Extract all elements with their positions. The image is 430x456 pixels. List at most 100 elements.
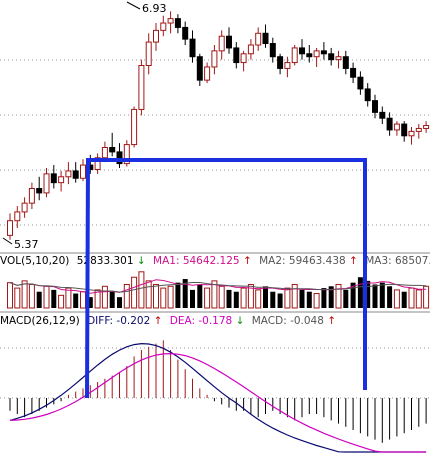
- volume-ma2-arrow: ↑: [349, 255, 358, 267]
- low-price-marker: 5.37: [2, 237, 39, 251]
- volume-ma1-arrow: ↑: [243, 255, 252, 267]
- candle-body-up: [80, 164, 86, 179]
- candle-body-down: [306, 53, 313, 58]
- volume-bar-down: [379, 282, 385, 308]
- volume-header: VOL(5,10,20) 52833.301 ↓ MA1: 54642.125 …: [0, 255, 430, 267]
- candle-body-up: [94, 157, 101, 170]
- candle-body-up: [240, 53, 247, 64]
- candle-body-down: [182, 26, 189, 40]
- volume-ma2: MA2: 59463.438: [259, 255, 346, 267]
- volume-bar-down: [197, 284, 203, 308]
- volume-bar-down: [190, 289, 195, 308]
- candle-body-down: [364, 88, 371, 102]
- candle-body-up: [101, 147, 108, 159]
- volume-bar-up: [28, 283, 35, 309]
- candle-body-up: [58, 176, 65, 184]
- candle-body-down: [379, 111, 386, 119]
- macd-value-arrow: ↑: [327, 315, 336, 327]
- candle-body-down: [357, 76, 364, 90]
- candle-body-up: [21, 202, 28, 213]
- candle-body-down: [233, 47, 240, 64]
- candle-body-up: [153, 29, 159, 43]
- volume-bar-up: [43, 285, 50, 309]
- volume-bar-up: [393, 289, 400, 309]
- volume-bar-down: [233, 291, 239, 308]
- volume-bar-down: [36, 291, 42, 308]
- volume-bar-down: [73, 293, 79, 308]
- volume-bar-down: [109, 291, 115, 308]
- candle-body-up: [291, 47, 298, 64]
- macd-dea-arrow: ↓: [236, 315, 245, 327]
- volume-bar-down: [350, 282, 356, 308]
- candle-body-up: [43, 173, 50, 194]
- volume-bar-up: [247, 283, 254, 309]
- volume-bar-up: [167, 285, 174, 309]
- volume-bar-up: [160, 287, 167, 309]
- high-price-label: 6.93: [142, 2, 167, 15]
- volume-bar-down: [87, 297, 93, 308]
- volume-bar-down: [357, 277, 363, 308]
- candle-body-up: [423, 125, 430, 129]
- volume-bar-up: [131, 276, 138, 309]
- candle-body-up: [415, 127, 422, 132]
- candle-body-down: [269, 43, 276, 58]
- volume-bar-down: [182, 279, 188, 308]
- volume-bar-down: [226, 289, 232, 308]
- low-price-label: 5.37: [14, 238, 39, 251]
- candle-body-down: [372, 100, 378, 113]
- volume-bar-up: [255, 289, 262, 309]
- candle-body-up: [211, 50, 218, 68]
- candle-body-up: [65, 170, 72, 178]
- candle-body-down: [116, 151, 123, 165]
- volume-bar-down: [299, 289, 305, 308]
- volume-bar-down: [372, 284, 378, 308]
- volume-value: 52833.301: [77, 255, 134, 267]
- volume-bar-up: [218, 285, 225, 309]
- volume-bar-down: [306, 291, 312, 308]
- macd-title: MACD(26,12,9): [0, 315, 80, 327]
- volume-bar-up: [423, 285, 430, 309]
- volume-bar-up: [80, 291, 86, 309]
- candle-body-down: [262, 32, 269, 45]
- candle-body-down: [277, 56, 284, 69]
- volume-bar-up: [313, 293, 320, 309]
- candle-body-down: [72, 170, 79, 179]
- volume-bar-down: [321, 288, 327, 308]
- volume-bar-up: [291, 283, 298, 309]
- volume-ma3: MA3: 68507.0: [365, 255, 430, 267]
- volume-arrow: ↓: [137, 255, 146, 267]
- candle-body-down: [196, 56, 203, 81]
- candle-body-down: [174, 18, 181, 28]
- volume-bar-down: [401, 291, 407, 308]
- candlestick-series: [7, 11, 430, 240]
- volume-bar-down: [270, 291, 276, 308]
- volume-bar-up: [123, 283, 130, 309]
- candle-body-down: [189, 38, 196, 58]
- candle-body-up: [393, 123, 400, 131]
- annotation-bracket-line: [85, 158, 367, 399]
- volume-bar-down: [387, 286, 393, 308]
- dea-line: [9, 352, 427, 453]
- volume-bar-up: [21, 280, 28, 309]
- candle-body-up: [247, 44, 254, 55]
- volume-bar-up: [7, 282, 13, 309]
- candle-body-up: [28, 188, 35, 204]
- macd-header: MACD(26,12,9) DIFF: -0.202 ↑ DEA: -0.178…: [0, 315, 336, 327]
- candle-body-up: [167, 18, 174, 24]
- candle-body-up: [145, 41, 152, 67]
- candle-body-down: [401, 123, 408, 137]
- volume-bar-down: [365, 280, 371, 308]
- candle-body-down: [386, 117, 393, 131]
- macd-histogram: [9, 340, 427, 443]
- candle-body-up: [123, 144, 130, 165]
- candle-body-down: [342, 56, 349, 69]
- candle-body-down: [328, 53, 335, 61]
- volume-title: VOL(5,10,20): [0, 255, 69, 267]
- candle-body-up: [408, 130, 415, 137]
- diff-line: [9, 342, 427, 453]
- volume-bar-up: [204, 287, 211, 309]
- volume-bar-up: [240, 287, 247, 309]
- macd-diff-arrow: ↑: [154, 315, 163, 327]
- volume-ma1: MA1: 54642.125: [153, 255, 240, 267]
